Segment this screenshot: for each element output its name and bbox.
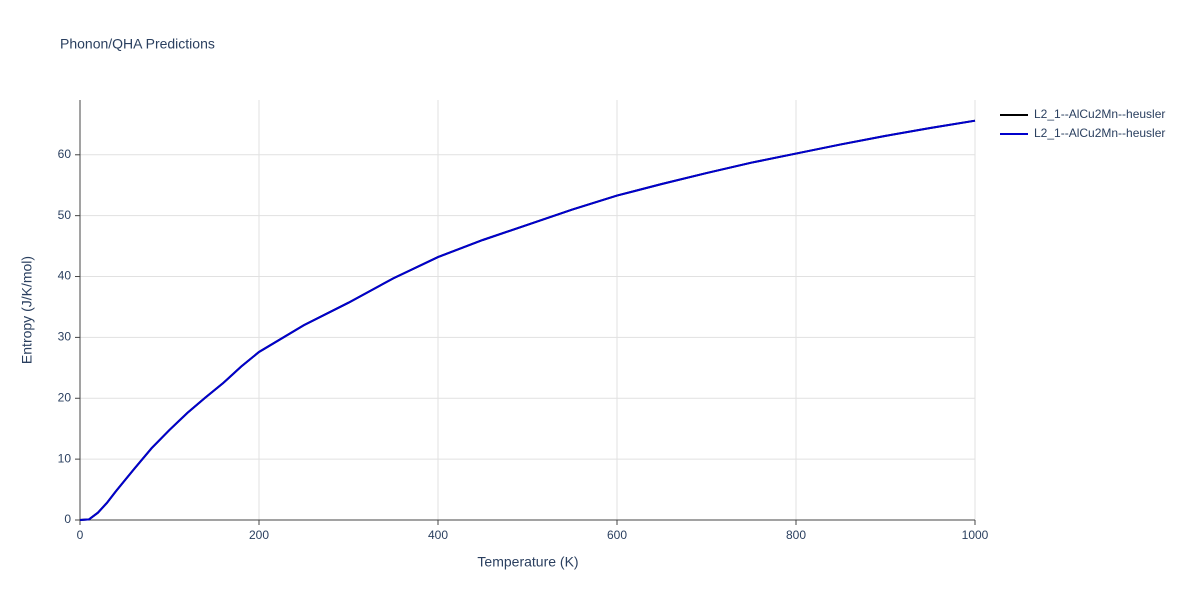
x-tick-label: 1000: [962, 528, 989, 542]
x-tick-label: 400: [428, 528, 448, 542]
y-axis-title: Entropy (J/K/mol): [19, 256, 35, 364]
x-tick-label: 0: [77, 528, 84, 542]
x-tick-label: 600: [607, 528, 627, 542]
y-tick-label: 40: [58, 269, 72, 283]
y-tick-label: 20: [58, 390, 72, 404]
chart-title: Phonon/QHA Predictions: [60, 36, 215, 52]
line-series: [79, 119, 976, 521]
y-tick-label: 10: [58, 451, 72, 465]
y-tick-label: 50: [58, 208, 72, 222]
y-tick-label: 60: [58, 147, 72, 161]
legend-label: L2_1--AlCu2Mn--heusler: [1034, 126, 1165, 140]
legend-label: L2_1--AlCu2Mn--heusler: [1034, 107, 1165, 121]
y-tick-label: 30: [58, 330, 72, 344]
x-axis-title: Temperature (K): [477, 554, 578, 570]
y-tick-label: 0: [64, 512, 71, 526]
line-series: [79, 119, 976, 521]
x-tick-label: 200: [249, 528, 269, 542]
x-tick-label: 800: [786, 528, 806, 542]
